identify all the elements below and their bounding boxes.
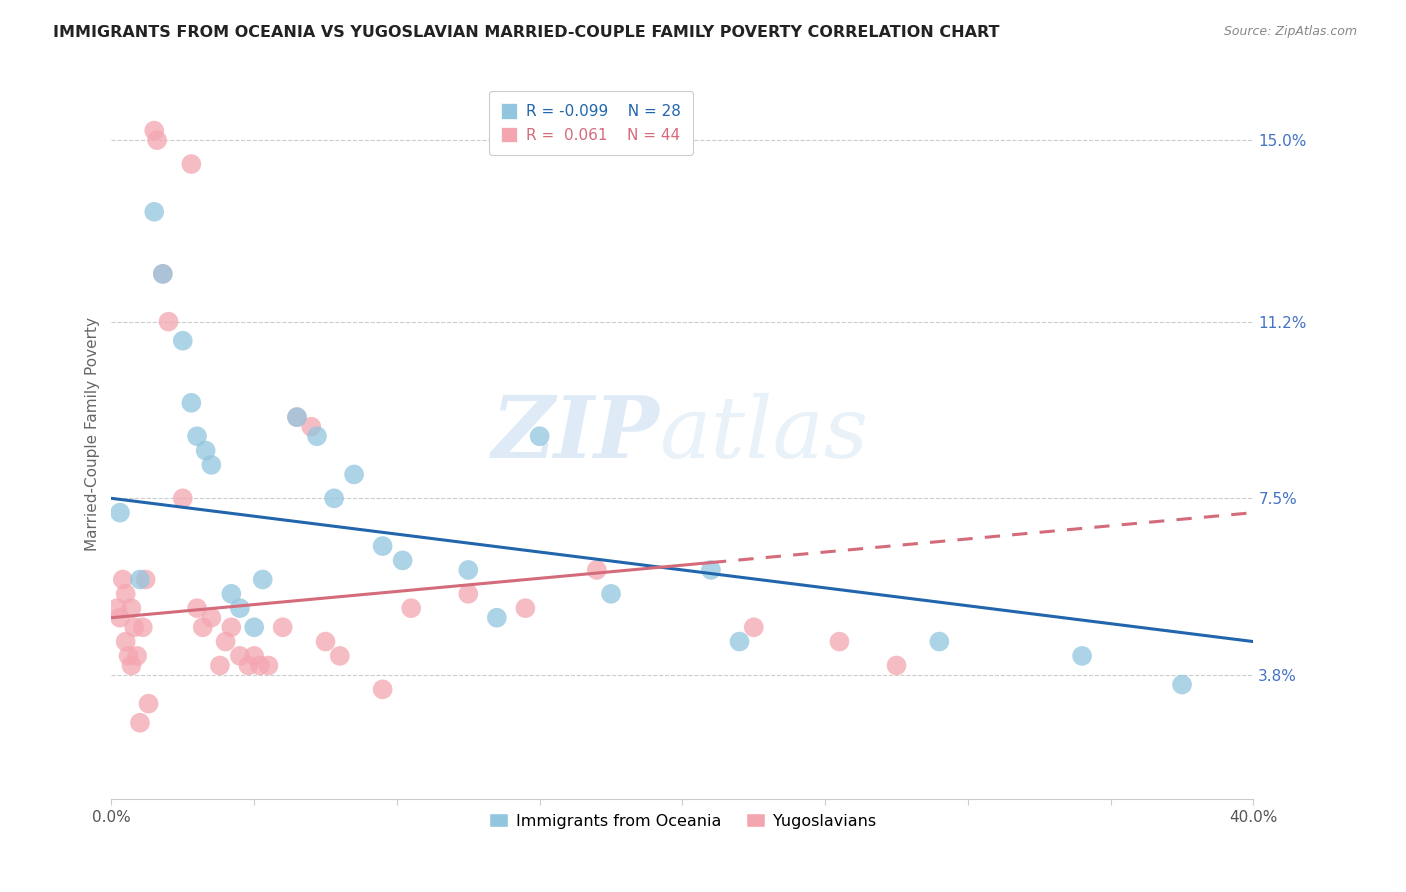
Point bbox=[271, 620, 294, 634]
Point bbox=[371, 682, 394, 697]
Text: atlas: atlas bbox=[659, 392, 869, 475]
Point bbox=[127, 648, 149, 663]
Point bbox=[343, 467, 366, 482]
Point bbox=[485, 610, 508, 624]
Point bbox=[828, 634, 851, 648]
Point bbox=[152, 267, 174, 281]
Point bbox=[285, 410, 308, 425]
Point bbox=[186, 429, 208, 443]
Point bbox=[157, 315, 180, 329]
Point bbox=[114, 634, 136, 648]
Point bbox=[229, 648, 252, 663]
Point bbox=[221, 587, 243, 601]
Point bbox=[457, 587, 479, 601]
Point bbox=[285, 410, 308, 425]
Point bbox=[249, 658, 271, 673]
Point bbox=[399, 601, 422, 615]
Point bbox=[143, 123, 166, 137]
Point bbox=[728, 634, 751, 648]
Point bbox=[138, 697, 160, 711]
Point bbox=[194, 443, 217, 458]
Point bbox=[120, 601, 142, 615]
Point bbox=[1171, 677, 1194, 691]
Point bbox=[529, 429, 551, 443]
Point bbox=[299, 419, 322, 434]
Point bbox=[135, 573, 157, 587]
Point bbox=[111, 573, 134, 587]
Point bbox=[252, 573, 274, 587]
Text: ZIP: ZIP bbox=[492, 392, 659, 475]
Point bbox=[315, 634, 337, 648]
Point bbox=[129, 715, 152, 730]
Point bbox=[172, 334, 194, 348]
Point bbox=[191, 620, 214, 634]
Point bbox=[600, 587, 623, 601]
Point bbox=[329, 648, 352, 663]
Point bbox=[146, 133, 169, 147]
Point bbox=[108, 506, 131, 520]
Point bbox=[305, 429, 328, 443]
Text: IMMIGRANTS FROM OCEANIA VS YUGOSLAVIAN MARRIED-COUPLE FAMILY POVERTY CORRELATION: IMMIGRANTS FROM OCEANIA VS YUGOSLAVIAN M… bbox=[53, 25, 1000, 40]
Point bbox=[132, 620, 155, 634]
Point bbox=[221, 620, 243, 634]
Point bbox=[114, 587, 136, 601]
Point bbox=[105, 601, 128, 615]
Point bbox=[200, 458, 222, 472]
Point bbox=[152, 267, 174, 281]
Point bbox=[208, 658, 231, 673]
Point bbox=[214, 634, 236, 648]
Point bbox=[122, 620, 145, 634]
Point bbox=[186, 601, 208, 615]
Point bbox=[117, 648, 139, 663]
Point bbox=[172, 491, 194, 506]
Point bbox=[457, 563, 479, 577]
Point bbox=[243, 620, 266, 634]
Point bbox=[391, 553, 413, 567]
Text: Source: ZipAtlas.com: Source: ZipAtlas.com bbox=[1223, 25, 1357, 38]
Point bbox=[585, 563, 607, 577]
Point bbox=[928, 634, 950, 648]
Point bbox=[371, 539, 394, 553]
Point bbox=[108, 610, 131, 624]
Point bbox=[323, 491, 346, 506]
Legend: Immigrants from Oceania, Yugoslavians: Immigrants from Oceania, Yugoslavians bbox=[482, 806, 882, 835]
Point bbox=[229, 601, 252, 615]
Point bbox=[238, 658, 260, 673]
Point bbox=[180, 396, 202, 410]
Point bbox=[243, 648, 266, 663]
Point bbox=[257, 658, 280, 673]
Point bbox=[515, 601, 537, 615]
Point bbox=[120, 658, 142, 673]
Y-axis label: Married-Couple Family Poverty: Married-Couple Family Poverty bbox=[86, 317, 100, 551]
Point bbox=[200, 610, 222, 624]
Point bbox=[180, 157, 202, 171]
Point bbox=[700, 563, 723, 577]
Point bbox=[742, 620, 765, 634]
Point bbox=[143, 204, 166, 219]
Point bbox=[1071, 648, 1094, 663]
Point bbox=[886, 658, 908, 673]
Point bbox=[129, 573, 152, 587]
